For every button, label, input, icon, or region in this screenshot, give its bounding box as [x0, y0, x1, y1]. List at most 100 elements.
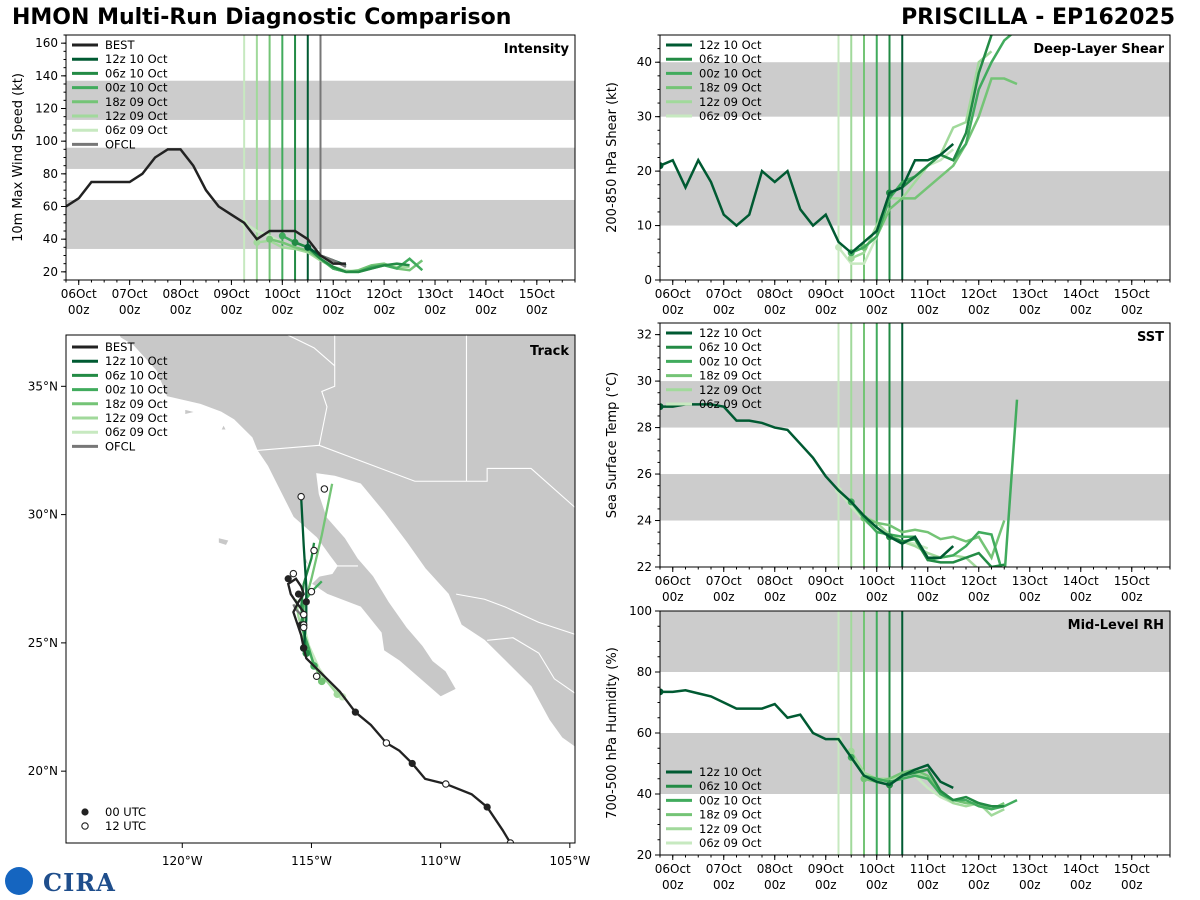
legend-label: 18z 09 Oct [699, 81, 762, 95]
x-tick-label: 00z [662, 590, 684, 604]
x-tick-label: 00z [764, 303, 786, 317]
legend-label: OFCL [105, 137, 136, 151]
x-tick-label: 07Oct [706, 574, 742, 588]
x-tick-label: 00z [1070, 590, 1092, 604]
x-tick-label: 00z [221, 303, 243, 317]
run-12utc-marker [310, 546, 318, 555]
run-12utc-marker [297, 492, 305, 501]
run-12utc-marker [320, 485, 329, 493]
legend-label: 06z 09 Oct [105, 123, 168, 137]
ofcl-track [292, 603, 302, 616]
marker-legend-00utc [81, 808, 89, 816]
island [220, 423, 227, 431]
cira-logo-text: CIRA [43, 868, 116, 897]
x-tick-label: 00z [1019, 590, 1041, 604]
series-init-point [304, 243, 312, 251]
legend-label: 18z 09 Oct [105, 397, 168, 411]
y-tick-label: 30°N [28, 508, 58, 522]
y-tick-label: 120 [35, 102, 58, 116]
x-tick-label: 15Oct [1114, 287, 1150, 301]
y-tick-label: 26 [637, 467, 652, 481]
marker-legend-12utc [81, 822, 89, 830]
y-tick-label: 28 [637, 421, 652, 435]
state-border [487, 637, 575, 694]
x-tick-label: 00z [815, 590, 837, 604]
x-tick-label: 10Oct [859, 862, 895, 876]
x-tick-label: 09Oct [213, 287, 249, 301]
y-tick-label: 80 [43, 167, 58, 181]
x-tick-label: 00z [815, 878, 837, 892]
legend-label: 06z 10 Oct [105, 66, 168, 80]
legend-label: 00z 10 Oct [699, 354, 762, 368]
map-area [66, 335, 575, 843]
y-tick-label: 20 [637, 848, 652, 862]
best-00utc-marker [408, 759, 416, 768]
series-line [660, 403, 955, 559]
x-tick-label: 09Oct [808, 287, 844, 301]
x-tick-label: 10Oct [264, 287, 300, 301]
legend-label: 12z 09 Oct [699, 383, 762, 397]
x-tick-label: 00z [424, 303, 446, 317]
x-tick-label: 13Oct [1012, 574, 1048, 588]
series-init-point [660, 403, 664, 411]
x-tick-label: 00z [272, 303, 294, 317]
legend-label: 12z 10 Oct [699, 326, 762, 340]
y-tick-label: 40 [43, 232, 58, 246]
x-tick-label: 06Oct [61, 287, 97, 301]
x-tick-label: 115°W [291, 854, 332, 868]
best-track [286, 577, 512, 843]
series-line [660, 689, 954, 790]
legend-label: 00z 10 Oct [105, 81, 168, 95]
series-line [294, 241, 410, 274]
legend-label: 12z 09 Oct [105, 411, 168, 425]
best-12utc-marker [442, 780, 450, 788]
panel-title: Deep-Layer Shear [1033, 42, 1164, 57]
series-line [660, 142, 955, 255]
x-tick-label: 06Oct [655, 862, 691, 876]
legend-label: 06z 10 Oct [699, 340, 762, 354]
run-12utc-marker [299, 623, 308, 632]
panel-intensity: 20 40 60 80 100 120 140 160 10m Max Wind Speed (… [11, 34, 576, 317]
x-tick-label: 11Oct [315, 287, 351, 301]
legend-label: 00z 10 Oct [699, 66, 762, 80]
x-tick-label: 00z [713, 303, 735, 317]
x-tick-label: 00z [713, 878, 735, 892]
noaa-globe-icon [5, 867, 33, 895]
x-tick-label: 07Oct [112, 287, 148, 301]
panel-title: Intensity [504, 42, 570, 57]
y-tick-label: 60 [43, 200, 58, 214]
legend-label: 06z 10 Oct [699, 52, 762, 66]
panel-shear: 0 10 20 30 40 200-850 hPa Shear (kt) 06Oct 00z 0… [605, 34, 1171, 317]
x-tick-label: 11Oct [910, 862, 946, 876]
y-tick-label: 140 [35, 69, 58, 83]
x-tick-label: 00z [866, 878, 888, 892]
x-tick-label: 110°W [420, 854, 461, 868]
legend-label: 12z 09 Oct [105, 109, 168, 123]
x-tick-label: 00z [373, 303, 395, 317]
x-tick-label: 06Oct [655, 287, 691, 301]
y-tick-label: 25°N [28, 636, 58, 650]
x-tick-label: 00z [968, 590, 990, 604]
panel-title: Mid-Level RH [1068, 618, 1164, 633]
x-tick-label: 00z [526, 303, 548, 317]
best-12utc-marker [299, 610, 308, 619]
y-tick-label: 24 [637, 514, 652, 528]
panel-sst: 22 24 26 28 30 32 Sea Surface Temp (°C) 06Oct 00… [605, 322, 1171, 604]
series-init-point [253, 238, 261, 246]
x-tick-label: 09Oct [808, 862, 844, 876]
legend-label: 06z 10 Oct [699, 779, 762, 793]
y-axis-label: 700-500 hPa Humidity (%) [605, 647, 620, 819]
series-init-point [835, 243, 842, 251]
x-tick-label: 14Oct [468, 287, 504, 301]
cira-logo: CIRA [5, 866, 115, 898]
legend-label: 12z 09 Oct [699, 822, 762, 836]
y-tick-label: 40 [637, 55, 652, 69]
x-tick-label: 00z [68, 303, 90, 317]
x-tick-label: 00z [866, 590, 888, 604]
state-border [456, 593, 575, 635]
y-tick-label: 20 [637, 164, 652, 178]
y-axis-label: 10m Max Wind Speed (kt) [11, 73, 26, 242]
legend-label: 06z 09 Oct [699, 836, 762, 850]
x-tick-label: 00z [475, 303, 497, 317]
legend-label: 06z 09 Oct [699, 397, 762, 411]
